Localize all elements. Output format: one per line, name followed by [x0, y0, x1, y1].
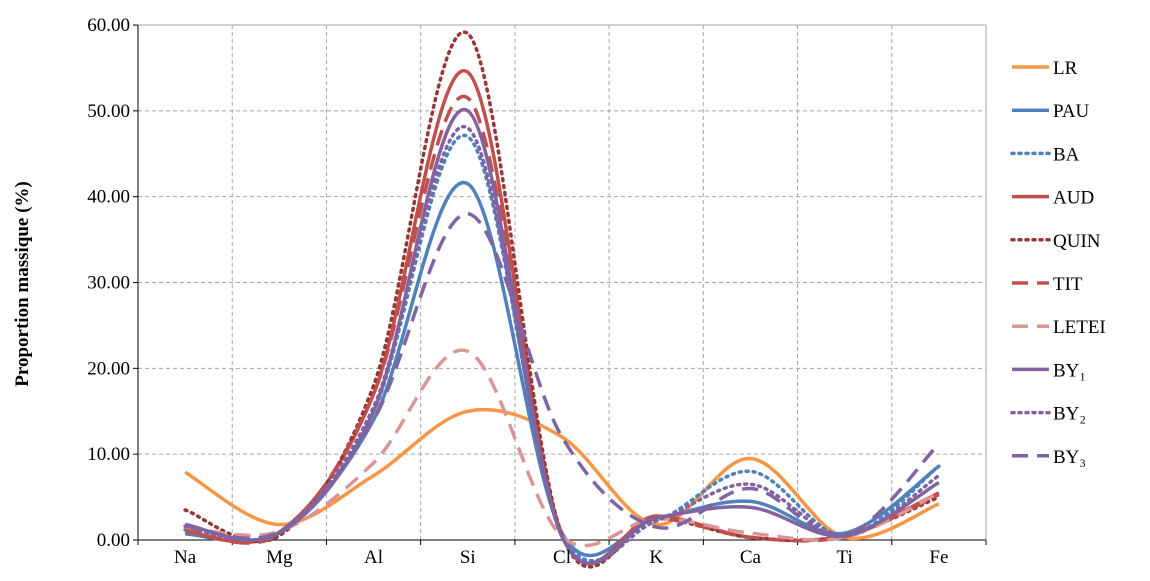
series-line-5 — [183, 30, 941, 569]
legend-label: BY₁ — [1053, 360, 1086, 381]
series-line-3 — [183, 133, 941, 563]
y-tick-label: 40.00 — [87, 187, 130, 208]
axes — [133, 24, 987, 545]
series-line-8 — [184, 107, 940, 566]
x-tick-label: Fe — [929, 547, 948, 568]
legend-label: PAU — [1053, 101, 1090, 122]
legend-label: BY₂ — [1053, 404, 1086, 425]
legend-label: LETEI — [1053, 317, 1106, 338]
legend-item: PAU — [1012, 101, 1090, 122]
legend-item: BY₂ — [1010, 404, 1086, 425]
series-line-6 — [184, 94, 940, 566]
x-tick-label: Al — [364, 547, 383, 568]
y-tick-label: 20.00 — [87, 358, 130, 379]
legend-item: BY₃ — [1012, 447, 1086, 468]
legend-label: BY₃ — [1053, 447, 1086, 468]
x-tick-label: K — [649, 547, 663, 568]
y-tick-label: 0.00 — [97, 530, 130, 551]
series-line-2 — [185, 180, 940, 558]
y-tick-label: 50.00 — [87, 101, 130, 122]
x-tick-label: Si — [460, 547, 476, 568]
series-line-4 — [184, 69, 940, 566]
legend-label: AUD — [1053, 188, 1094, 209]
legend-item: LR — [1012, 58, 1078, 79]
y-tick-label: 10.00 — [87, 444, 130, 465]
series-line-9 — [183, 124, 941, 566]
legend-item: QUIN — [1010, 231, 1101, 252]
y-tick-label: 60.00 — [87, 15, 130, 36]
x-tick-label: Na — [174, 547, 197, 568]
series-line-7 — [184, 348, 940, 548]
x-tick-label: Ti — [837, 547, 853, 568]
legend-label: TIT — [1053, 274, 1083, 295]
legend-label: QUIN — [1053, 231, 1101, 252]
legend-item: BY₁ — [1012, 360, 1086, 381]
legend: LR PAU BA AUD QUIN TIT LETEI BY₁ BY₂ BY₃ — [1010, 58, 1106, 468]
legend-label: LR — [1053, 58, 1078, 79]
y-tick-label: 30.00 — [87, 273, 130, 294]
legend-item: AUD — [1012, 188, 1094, 209]
x-tick-label: Mg — [266, 547, 293, 568]
legend-label: BA — [1053, 144, 1080, 165]
x-tick-labels: Na Mg Al Si Cl K Ca Ti Fe — [174, 547, 948, 568]
series-line-10 — [184, 212, 941, 541]
legend-item: BA — [1010, 144, 1080, 165]
legend-item: LETEI — [1012, 317, 1106, 338]
legend-item: TIT — [1012, 274, 1083, 295]
y-tick-labels: 0.00 10.00 20.00 30.00 40.00 50.00 60.00 — [87, 15, 130, 551]
x-tick-label: Cl — [553, 547, 571, 568]
y-axis-title: Proportion massique (%) — [12, 181, 33, 386]
series-layer — [183, 30, 941, 569]
grid — [138, 24, 986, 540]
x-tick-label: Ca — [740, 547, 762, 568]
